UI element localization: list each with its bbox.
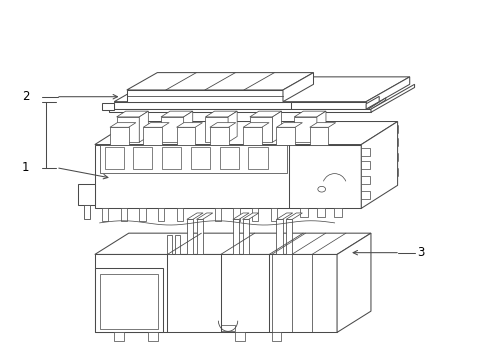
Polygon shape — [248, 148, 268, 169]
Polygon shape — [191, 148, 210, 169]
Polygon shape — [300, 208, 308, 217]
Polygon shape — [114, 332, 124, 341]
Polygon shape — [235, 332, 245, 341]
Polygon shape — [187, 219, 193, 255]
Polygon shape — [271, 332, 281, 341]
Polygon shape — [110, 127, 128, 145]
Polygon shape — [143, 123, 169, 127]
Polygon shape — [110, 123, 136, 127]
Polygon shape — [127, 90, 283, 102]
Polygon shape — [114, 102, 366, 109]
Polygon shape — [133, 148, 152, 169]
Polygon shape — [243, 127, 262, 145]
Polygon shape — [361, 191, 370, 199]
Polygon shape — [99, 145, 287, 173]
Polygon shape — [294, 117, 317, 142]
Polygon shape — [368, 98, 386, 111]
Polygon shape — [205, 111, 237, 117]
Polygon shape — [161, 117, 184, 142]
Polygon shape — [252, 208, 258, 221]
Polygon shape — [233, 219, 239, 255]
Polygon shape — [272, 111, 282, 142]
Polygon shape — [220, 148, 239, 169]
Polygon shape — [233, 208, 240, 221]
Polygon shape — [243, 213, 259, 219]
Polygon shape — [334, 208, 342, 217]
Polygon shape — [276, 219, 283, 255]
Polygon shape — [196, 219, 202, 255]
Polygon shape — [317, 208, 325, 217]
Polygon shape — [205, 117, 228, 142]
Polygon shape — [283, 73, 314, 102]
Polygon shape — [78, 184, 95, 205]
Polygon shape — [371, 84, 415, 112]
Polygon shape — [176, 123, 202, 127]
Polygon shape — [102, 103, 114, 110]
Polygon shape — [243, 123, 269, 127]
Polygon shape — [361, 161, 370, 169]
Polygon shape — [286, 213, 302, 219]
Polygon shape — [196, 213, 213, 219]
Polygon shape — [127, 73, 314, 90]
Polygon shape — [168, 235, 172, 255]
Polygon shape — [361, 176, 370, 184]
Polygon shape — [215, 208, 221, 221]
Polygon shape — [175, 235, 180, 255]
Polygon shape — [361, 148, 370, 156]
Polygon shape — [221, 325, 235, 330]
Polygon shape — [366, 96, 379, 109]
Polygon shape — [99, 274, 158, 329]
Polygon shape — [95, 255, 337, 332]
Polygon shape — [250, 117, 272, 142]
Polygon shape — [95, 145, 361, 208]
Text: 1: 1 — [22, 161, 29, 174]
Polygon shape — [286, 219, 292, 255]
Polygon shape — [177, 208, 183, 221]
Polygon shape — [337, 233, 371, 332]
Polygon shape — [243, 219, 248, 255]
Polygon shape — [102, 208, 108, 221]
Polygon shape — [270, 208, 277, 221]
Polygon shape — [95, 269, 163, 332]
Polygon shape — [276, 123, 302, 127]
Polygon shape — [143, 127, 162, 145]
Polygon shape — [361, 122, 397, 208]
Polygon shape — [162, 148, 181, 169]
Polygon shape — [161, 111, 193, 117]
Polygon shape — [158, 208, 164, 221]
Polygon shape — [139, 111, 148, 142]
Polygon shape — [117, 111, 148, 117]
Polygon shape — [109, 109, 371, 112]
Polygon shape — [176, 127, 195, 145]
Polygon shape — [317, 111, 326, 142]
Polygon shape — [95, 122, 397, 145]
Polygon shape — [104, 148, 123, 169]
Polygon shape — [184, 111, 193, 142]
Polygon shape — [148, 332, 158, 341]
Polygon shape — [187, 213, 203, 219]
Polygon shape — [366, 77, 410, 109]
Polygon shape — [84, 205, 90, 219]
Polygon shape — [233, 213, 249, 219]
Polygon shape — [250, 111, 282, 117]
Text: 2: 2 — [22, 90, 29, 103]
Polygon shape — [294, 111, 326, 117]
Polygon shape — [114, 77, 410, 102]
Polygon shape — [210, 123, 236, 127]
Polygon shape — [276, 127, 295, 145]
Polygon shape — [121, 208, 127, 221]
Polygon shape — [291, 102, 366, 109]
Polygon shape — [210, 127, 228, 145]
Text: 3: 3 — [417, 246, 424, 259]
Polygon shape — [95, 233, 371, 255]
Polygon shape — [276, 213, 293, 219]
Polygon shape — [117, 117, 139, 142]
Polygon shape — [228, 111, 237, 142]
Polygon shape — [139, 208, 146, 221]
Polygon shape — [310, 127, 328, 145]
Polygon shape — [310, 123, 336, 127]
